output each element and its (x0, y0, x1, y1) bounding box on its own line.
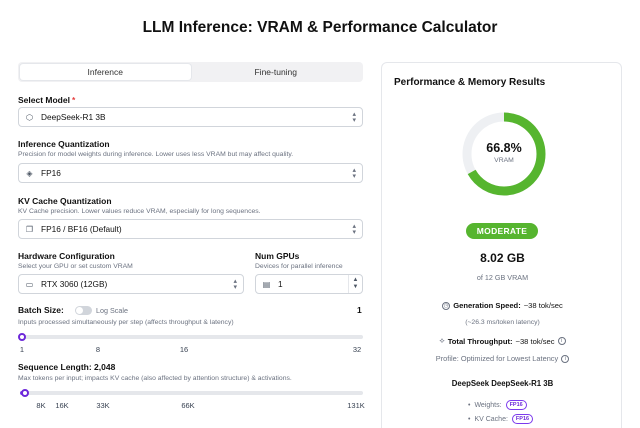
inference-quant-help: Precision for model weights during infer… (18, 151, 294, 158)
model-label: Select Model * (18, 95, 76, 105)
sequence-tick: 131K (347, 401, 365, 410)
chevron-up-icon[interactable]: ▲ (352, 277, 359, 283)
sequence-tick: 66K (181, 401, 195, 410)
sequence-length-label: Sequence Length: 2,048 (18, 362, 116, 372)
sequence-tick: 16K (55, 401, 69, 410)
gauge-label: VRAM (494, 157, 514, 164)
profile: Profile: Optimized for Lowest Latency i (382, 354, 623, 363)
inference-quant-label: Inference Quantization (18, 139, 110, 149)
inference-quant-value: FP16 (41, 168, 61, 178)
weights-tag: FP16 (505, 400, 527, 410)
latency: (~26.3 ms/token latency) (465, 319, 540, 326)
sequence-slider-thumb[interactable] (21, 389, 30, 397)
model-value: DeepSeek-R1 3B (41, 112, 106, 122)
vram-used: 8.02 GB (480, 251, 525, 265)
total-throughput: ⟡ Total Throughput: ~38 tok/sec i (382, 336, 623, 346)
results-card: Performance & Memory Results 66.8% VRAM … (381, 62, 622, 428)
kv-quant-select[interactable]: ❐ FP16 / BF16 (Default) ▴ ▾ (18, 219, 363, 239)
monitor-icon: ▭ (25, 279, 34, 289)
status-badge: MODERATE (466, 223, 538, 239)
config-panel: Inference Fine-tuning (18, 62, 363, 82)
inference-quant-select[interactable]: ◈ FP16 ▴ ▾ (18, 163, 363, 183)
batch-size-label: Batch Size: (18, 305, 64, 315)
sequence-tick: 33K (96, 401, 110, 410)
sequence-length-help: Max tokens per input; impacts KV cache (… (18, 375, 292, 382)
hardware-value: RTX 3060 (12GB) (41, 279, 108, 289)
kv-quant-value: FP16 / BF16 (Default) (41, 224, 122, 234)
num-gpus-input[interactable]: ▤ 1 ▲ ▼ (255, 274, 363, 294)
info-icon[interactable]: i (561, 354, 570, 363)
page-title: LLM Inference: VRAM & Performance Calcul… (142, 19, 498, 36)
batch-slider-thumb[interactable] (18, 333, 26, 341)
num-gpus-label: Num GPUs (255, 251, 300, 261)
hardware-label: Hardware Configuration (18, 251, 115, 261)
batch-size-help: Inputs processed simultaneously per step… (18, 319, 234, 326)
batch-tick: 16 (179, 345, 189, 354)
hardware-help: Select your GPU or set custom VRAM (18, 263, 133, 270)
log-scale-label: Log Scale (96, 306, 128, 315)
num-gpus-stepper[interactable]: ▲ ▼ (348, 275, 362, 293)
tab-inference[interactable]: Inference (20, 64, 191, 80)
chevron-updown-icon: ▴ ▾ (352, 111, 356, 124)
batch-tick: 8 (95, 345, 101, 354)
clock-icon: ◷ (442, 301, 451, 310)
vram-gauge (462, 112, 546, 196)
batch-size-value: 1 (357, 305, 362, 315)
chevron-updown-icon: ▴ ▾ (233, 278, 237, 291)
gauge-arc (462, 112, 546, 196)
kv-tag: FP16 (511, 414, 534, 424)
layers-icon: ❐ (25, 224, 34, 234)
mode-tabs: Inference Fine-tuning (18, 62, 363, 82)
chevron-updown-icon: ▴ ▾ (352, 223, 356, 236)
gpu-icon: ▤ (262, 279, 271, 289)
log-scale-toggle[interactable] (75, 306, 92, 315)
sequence-slider-track[interactable] (20, 391, 363, 395)
batch-tick: 1 (19, 345, 25, 354)
num-gpus-help: Devices for parallel inference (255, 263, 343, 270)
model-select[interactable]: ⬡ DeepSeek-R1 3B ▴ ▾ (18, 107, 363, 127)
result-model-name: DeepSeek DeepSeek-R1 3B (451, 379, 554, 388)
kv-quant-help: KV Cache precision. Lower values reduce … (18, 208, 261, 215)
chevron-updown-icon: ▴ ▾ (352, 167, 356, 180)
vram-percent: 66.8% (486, 141, 522, 155)
kv-quant-label: KV Cache Quantization (18, 196, 112, 206)
tab-fine-tuning[interactable]: Fine-tuning (254, 67, 298, 77)
num-gpus-value: 1 (278, 279, 283, 289)
batch-slider-track[interactable] (20, 335, 363, 339)
info-icon[interactable]: i (557, 337, 566, 345)
kv-cache-precision: • KV Cache: FP16 (468, 414, 534, 424)
batch-tick: 32 (352, 345, 362, 354)
sequence-tick: 8K (36, 401, 46, 410)
chip-icon: ◈ (26, 168, 33, 178)
results-title: Performance & Memory Results (394, 77, 546, 88)
hardware-select[interactable]: ▭ RTX 3060 (12GB) ▴ ▾ (18, 274, 244, 294)
cube-icon: ⬡ (26, 112, 33, 122)
weights-precision: • Weights: FP16 (468, 400, 527, 410)
activity-icon: ⟡ (439, 336, 445, 345)
vram-total: of 12 GB VRAM (476, 273, 529, 282)
generation-speed: ◷ Generation Speed: ~38 tok/sec (442, 301, 563, 310)
chevron-down-icon[interactable]: ▼ (352, 284, 359, 290)
